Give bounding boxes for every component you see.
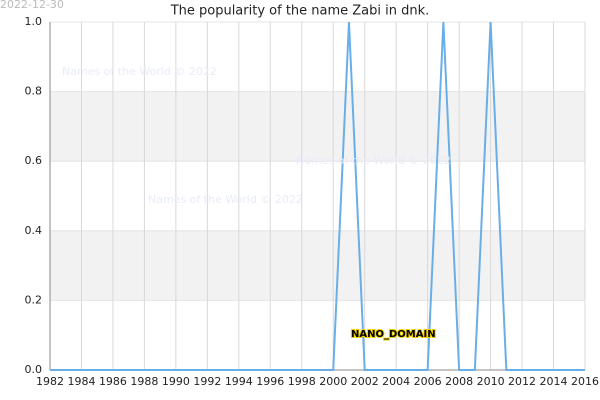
y-tick-label: 1.0 bbox=[25, 15, 43, 28]
annotation: NANO_DOMAIN bbox=[351, 329, 436, 340]
x-tick-label: 1982 bbox=[36, 375, 64, 388]
x-tick-label: 1990 bbox=[162, 375, 190, 388]
chart-title: The popularity of the name Zabi in dnk. bbox=[170, 4, 430, 19]
y-tick-label: 0.6 bbox=[25, 154, 43, 167]
y-tick-label: 0.0 bbox=[25, 363, 43, 376]
x-tick-label: 2006 bbox=[414, 375, 442, 388]
x-tick-label: 1998 bbox=[288, 375, 316, 388]
bands bbox=[50, 91, 585, 301]
timestamp: 2022-12-30 bbox=[0, 0, 64, 11]
x-tick-label: 1986 bbox=[99, 375, 127, 388]
x-tick-label: 2012 bbox=[508, 375, 536, 388]
x-tick-label: 1996 bbox=[256, 375, 284, 388]
x-tick-label: 2000 bbox=[319, 375, 347, 388]
line bbox=[50, 21, 585, 371]
x-tick-label: 2008 bbox=[445, 375, 473, 388]
watermark: Names of the World © 2022 bbox=[148, 193, 303, 206]
grid-band bbox=[50, 91, 585, 162]
x-tick-label: 1994 bbox=[225, 375, 253, 388]
x-tick-label: 2014 bbox=[540, 375, 568, 388]
x-tick-label: 2002 bbox=[351, 375, 379, 388]
x-tick-label: 1992 bbox=[193, 375, 221, 388]
x-tick-label: 1988 bbox=[130, 375, 158, 388]
x-tick-label: 2010 bbox=[477, 375, 505, 388]
x-tick-label: 1984 bbox=[67, 375, 95, 388]
y-tick-label: 0.8 bbox=[25, 85, 43, 98]
y-tick-label: 0.4 bbox=[25, 224, 43, 237]
watermark: Names of the World © 2022 bbox=[296, 154, 451, 167]
grid-band bbox=[50, 230, 585, 301]
x-tick-label: 2016 bbox=[571, 375, 599, 388]
x-tick-label: 2004 bbox=[382, 375, 410, 388]
watermark: Names of the World © 2022 bbox=[62, 65, 217, 78]
y-tick-label: 0.2 bbox=[25, 293, 43, 306]
